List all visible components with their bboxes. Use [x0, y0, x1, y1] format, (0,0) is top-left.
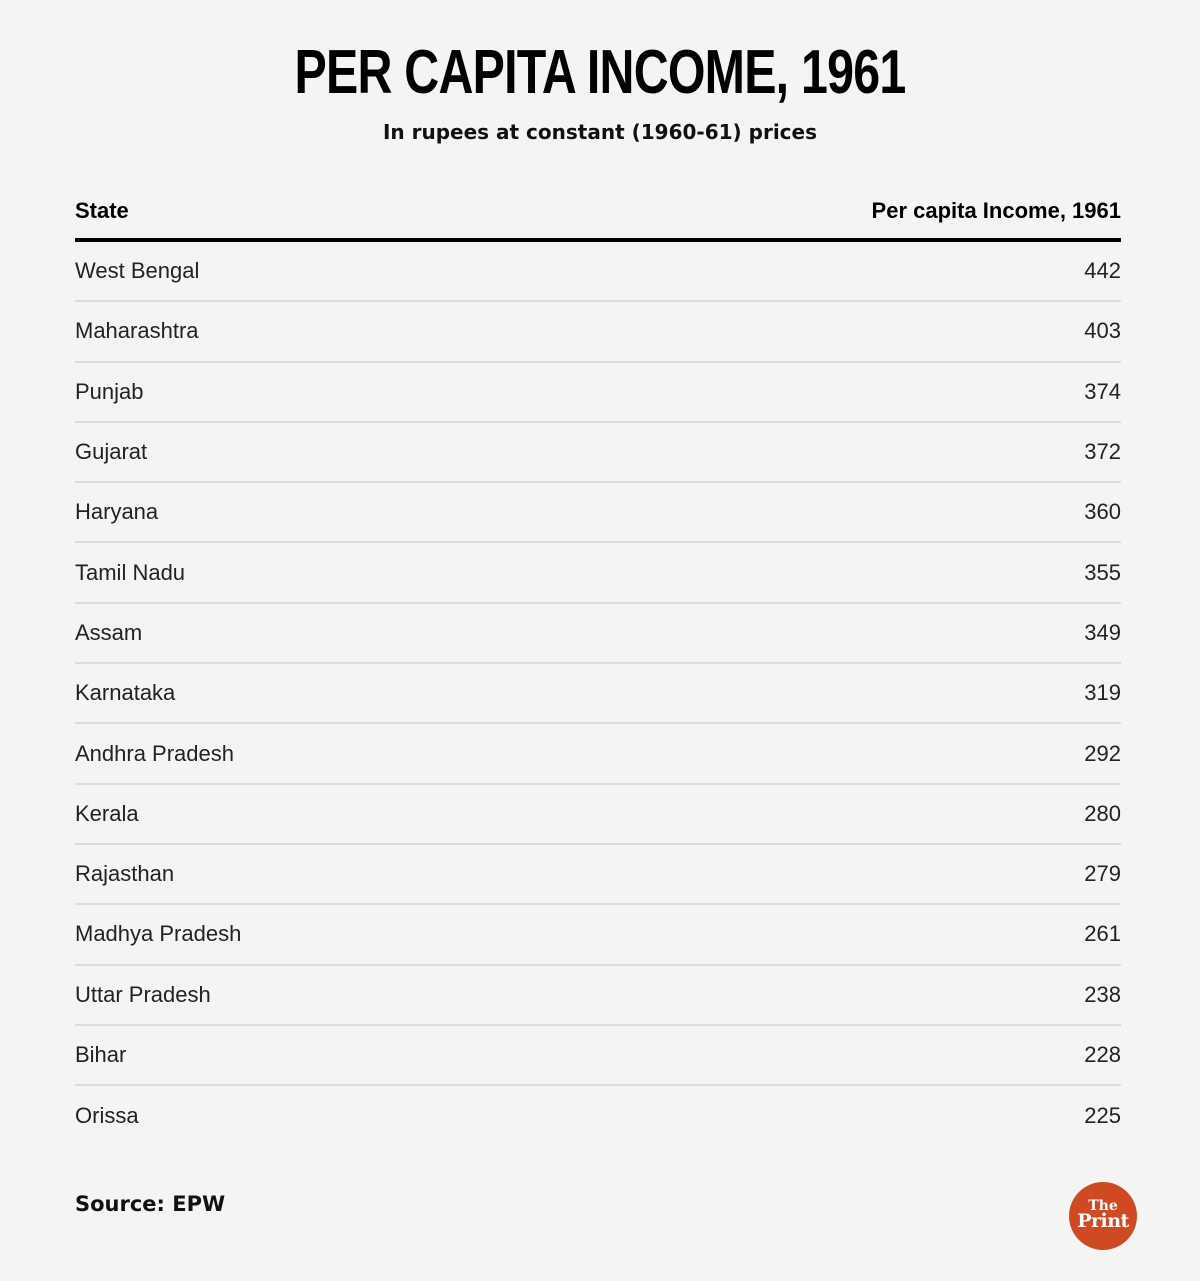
- state-name: Haryana: [75, 499, 159, 525]
- income-value: 374: [1084, 378, 1121, 404]
- column-header-state: State: [75, 198, 129, 223]
- income-value: 228: [1084, 1042, 1121, 1067]
- state-name: Andhra Pradesh: [75, 740, 234, 766]
- table-row: Kerala 280: [75, 785, 1121, 845]
- state-name: Karnataka: [75, 680, 176, 706]
- table-header: State Per capita Income, 1961: [75, 190, 1121, 242]
- state-name: Punjab: [75, 378, 144, 404]
- column-header-income: Per capita Income, 1961: [871, 198, 1121, 223]
- income-value: 349: [1084, 619, 1121, 645]
- income-value: 225: [1084, 1103, 1121, 1129]
- table-row: Haryana 360: [75, 483, 1121, 544]
- state-name: Orissa: [75, 1103, 139, 1129]
- table-row: Maharashtra 403: [75, 302, 1121, 363]
- page-title: PER CAPITA INCOME, 1961: [294, 38, 907, 107]
- state-name: Madhya Pradesh: [75, 921, 242, 947]
- table-row: Karnataka 319: [75, 664, 1121, 725]
- table-row: Orissa 225: [75, 1086, 1121, 1146]
- income-value: 292: [1084, 740, 1121, 766]
- income-value: 360: [1084, 499, 1121, 525]
- income-value: 372: [1084, 439, 1121, 465]
- income-value: 403: [1084, 318, 1121, 344]
- state-name: Tamil Nadu: [75, 559, 186, 585]
- source-note: Source: EPW: [75, 1192, 226, 1216]
- state-name: Assam: [75, 619, 143, 645]
- income-value: 238: [1084, 981, 1121, 1007]
- table-row: West Bengal 442: [75, 242, 1121, 303]
- table-row: Uttar Pradesh 238: [75, 966, 1121, 1026]
- table-row: Andhra Pradesh 292: [75, 724, 1121, 785]
- state-name: Maharashtra: [75, 318, 199, 344]
- table-row: Assam 349: [75, 604, 1121, 665]
- income-value: 319: [1084, 680, 1121, 706]
- table-row: Rajasthan 279: [75, 845, 1121, 906]
- state-name: Kerala: [75, 800, 139, 826]
- table-row: Bihar 228: [75, 1026, 1121, 1087]
- table-row: Madhya Pradesh 261: [75, 905, 1121, 966]
- state-name: West Bengal: [75, 258, 200, 284]
- state-name: Bihar: [75, 1042, 127, 1067]
- logo-text-print: Print: [1077, 1210, 1129, 1232]
- state-name: Uttar Pradesh: [75, 981, 211, 1007]
- income-value: 261: [1084, 921, 1121, 947]
- income-value: 355: [1084, 559, 1121, 585]
- income-value: 442: [1084, 258, 1121, 284]
- theprint-logo-icon: The Print: [1069, 1182, 1137, 1250]
- income-value: 279: [1084, 861, 1121, 887]
- income-table: State Per capita Income, 1961 West Benga…: [75, 190, 1121, 1146]
- logo-text-the: The: [1088, 1198, 1118, 1214]
- income-value: 280: [1084, 800, 1121, 826]
- state-name: Rajasthan: [75, 861, 175, 887]
- table-row: Tamil Nadu 355: [75, 543, 1121, 604]
- table-row: Punjab 374: [75, 363, 1121, 423]
- state-name: Gujarat: [75, 439, 148, 465]
- table-row: Gujarat 372: [75, 423, 1121, 484]
- page-subtitle: In rupees at constant (1960-61) prices: [382, 120, 818, 144]
